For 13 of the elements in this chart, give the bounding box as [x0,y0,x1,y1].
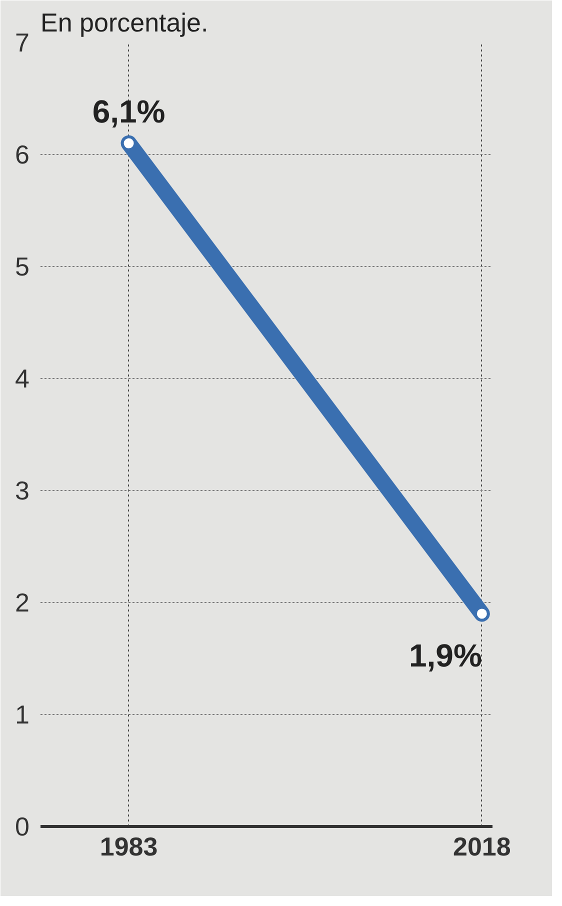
data-label: 6,1% [92,93,166,130]
y-tick-label: 5 [15,252,30,282]
y-tick-label: 7 [15,28,30,58]
y-tick-label: 2 [15,588,30,618]
chart-title: En porcentaje. [40,8,208,38]
y-tick-label: 0 [15,812,30,842]
x-tick-label: 2018 [452,832,511,862]
y-tick-label: 1 [15,700,30,730]
y-tick-label: 6 [15,140,30,170]
data-label: 1,9% [408,638,482,674]
y-tick-label: 4 [15,364,30,394]
y-tick-label: 3 [15,476,30,506]
x-tick-label: 1983 [100,832,158,862]
